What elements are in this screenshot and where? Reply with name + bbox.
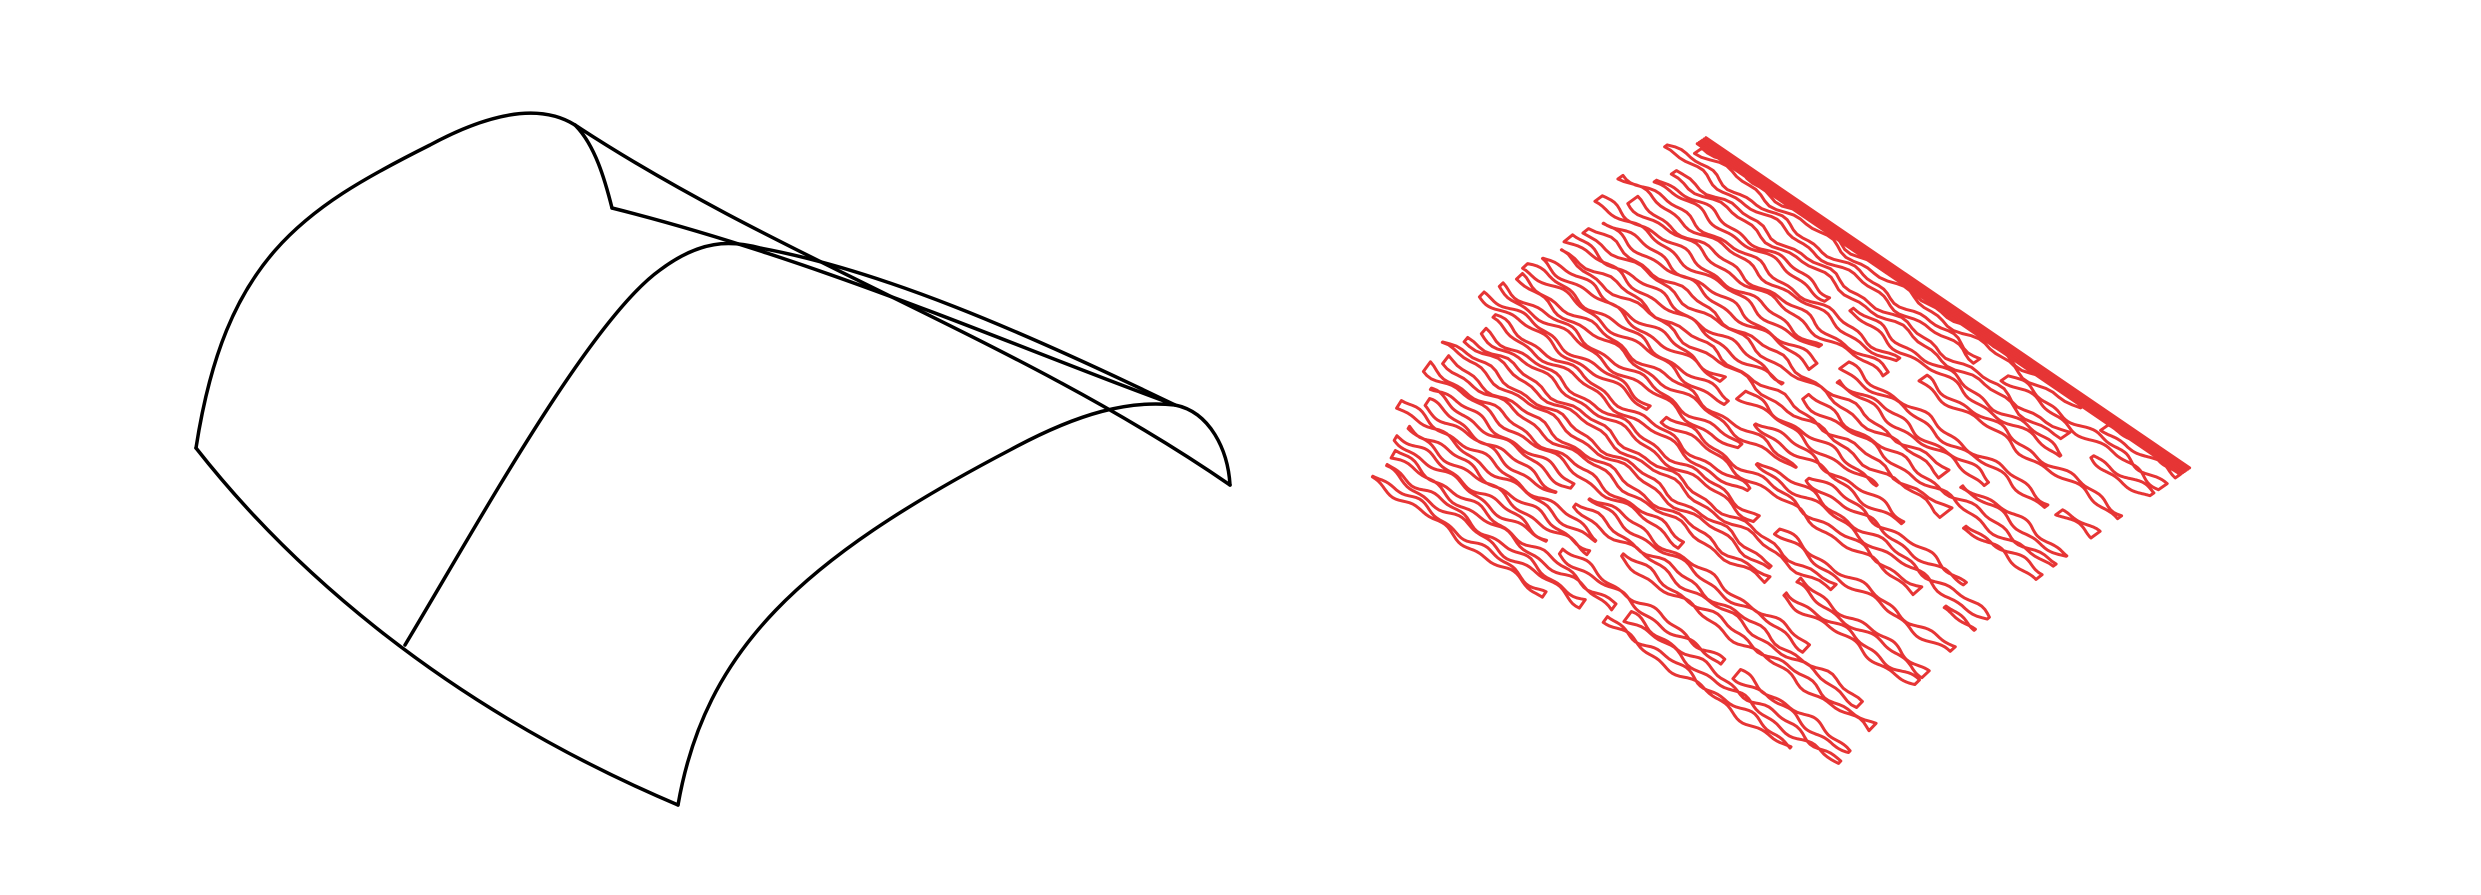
labyrinth-stripe [1541, 256, 1727, 383]
labyrinth-stripe [1616, 173, 1902, 363]
labyrinth-stripe [1782, 591, 1921, 686]
labyrinth-stripe [2089, 454, 2156, 498]
labyrinth-stripe [1593, 194, 1823, 349]
right-arch-curve [676, 402, 1232, 807]
labyrinth-stripe [1521, 262, 1730, 406]
labyrinth-stripe [1370, 474, 1548, 599]
labyrinth-stripe [1735, 389, 1879, 488]
labyrinth-stripe [1753, 422, 1906, 526]
labyrinth-stripe [1663, 143, 1982, 365]
labyrinth-stripe [1804, 476, 1968, 587]
back-arch-curve [403, 241, 1177, 647]
labyrinth-stripe [1601, 615, 1793, 750]
labyrinth-stripe [1562, 233, 1785, 386]
labyrinth-stripe [1462, 336, 1838, 592]
surface-wireframe-drawing [194, 111, 1232, 807]
labyrinth-stripe [1601, 221, 1819, 371]
labyrinth-stripe [1838, 360, 2050, 509]
labyrinth-stripe [1652, 178, 1832, 303]
labyrinth-stripe [1962, 524, 2044, 581]
labyrinth-pattern-panel [1300, 0, 2481, 895]
bottom-front-edge [194, 446, 680, 807]
labyrinth-stripe [1795, 576, 1931, 680]
labyrinth-stripe [1942, 604, 1977, 632]
ridge-stripe [1695, 142, 2183, 476]
front-arch-curve [194, 111, 577, 450]
labyrinth-stripe [1440, 340, 1773, 570]
labyrinth-stripe [1421, 360, 1685, 550]
surface-wireframe-panel [194, 111, 1232, 807]
ridge-line-top [573, 123, 1232, 487]
labyrinth-stripe [1754, 462, 1991, 621]
labyrinth-stripe [1392, 434, 1549, 543]
labyrinth-stripe [1559, 248, 1954, 519]
back-fold-curve [573, 123, 614, 210]
ridge-line-inner [610, 206, 1177, 407]
labyrinth-stripe [1572, 502, 1864, 709]
labyrinth-stripe [1773, 527, 1957, 653]
labyrinth-pattern-drawing [1370, 136, 2192, 765]
labyrinth-stripe [1515, 272, 1798, 469]
labyrinth-stripe [1587, 497, 1811, 654]
labyrinth-stripe [1848, 306, 2063, 458]
ridge-stripe [1700, 138, 2188, 472]
labyrinth-stripe [1423, 397, 1558, 494]
labyrinth-stripe [1479, 326, 1761, 524]
labyrinth-stripe [1959, 484, 2069, 558]
labyrinth-stripe [1835, 379, 1990, 488]
labyrinth-stripe [1428, 386, 1576, 490]
labyrinth-stripe [2054, 508, 2102, 540]
labyrinth-stripe [1622, 610, 1843, 765]
labyrinth-stripe [1693, 146, 2084, 410]
labyrinth-stripe [1801, 392, 2058, 568]
labyrinth-stripe [1491, 313, 1752, 493]
labyrinth-stripe [1406, 424, 1592, 557]
labyrinth-stripe [1497, 281, 1744, 450]
ridge-stripe [1699, 139, 2186, 474]
labyrinth-stripe [1669, 169, 2072, 441]
ridge-stripe [1702, 137, 2190, 471]
labyrinth-stripe [1389, 449, 1618, 612]
labyrinth-stripe [1581, 227, 1951, 480]
labyrinth-stripe [1626, 194, 1890, 378]
labyrinth-stripe [1557, 547, 1727, 666]
labyrinth-stripe [1477, 290, 1652, 411]
ridge-stripe [1697, 141, 2185, 475]
labyrinth-stripe [1441, 354, 1772, 584]
labyrinth-stripe [1731, 668, 1852, 754]
labyrinth-stripe [1620, 552, 1878, 733]
labyrinth-stripe [1917, 373, 2124, 521]
labyrinth-stripe [1999, 374, 2169, 492]
labyrinth-stripe [1385, 463, 1587, 610]
ridge-stripe [1704, 136, 2192, 470]
labyrinth-stripe [1395, 399, 1598, 543]
